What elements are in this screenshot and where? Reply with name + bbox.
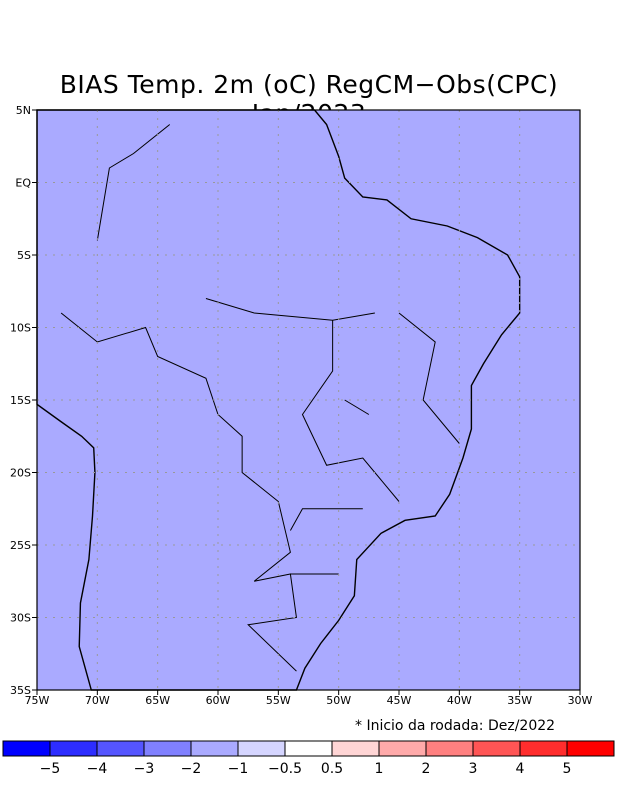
x-tick-label: 40W (447, 694, 472, 707)
colorbar-label: 2 (422, 761, 431, 777)
colorbar-label: −0.5 (268, 761, 302, 777)
colorbar-swatch (284, 740, 333, 757)
plot-frame (36, 109, 581, 691)
colorbar-swatch (143, 740, 192, 757)
y-tick-label: 5S (17, 249, 31, 262)
colorbar-label: 0.5 (321, 761, 343, 777)
political-border (205, 298, 375, 321)
colorbar-label: −2 (181, 761, 202, 777)
x-tick-label: 35W (507, 694, 532, 707)
colorbar-swatch (331, 740, 380, 757)
political-border (96, 124, 171, 241)
colorbar-label: −1 (228, 761, 249, 777)
colorbar-swatch (49, 740, 98, 757)
colorbar-label: 1 (375, 761, 384, 777)
x-tick-label: 60W (206, 694, 231, 707)
x-tick-label: 65W (145, 694, 170, 707)
y-tick-label: 35S (10, 684, 31, 697)
colorbar-label: −4 (87, 761, 108, 777)
y-tick-label: 25S (10, 539, 31, 552)
political-border (301, 320, 400, 502)
colorbar-swatch (96, 740, 145, 757)
colorbar-swatch (425, 740, 474, 757)
colorbar-label: 3 (469, 761, 478, 777)
colorbar-swatch (472, 740, 521, 757)
colorbar-label: 4 (516, 761, 525, 777)
x-tick-label: 55W (266, 694, 291, 707)
colorbar-label: 5 (563, 761, 572, 777)
coastline (36, 109, 521, 691)
colorbar-swatch (190, 740, 239, 757)
x-tick-label: 30W (568, 694, 593, 707)
y-tick-label: 20S (10, 467, 31, 480)
y-tick-label: 30S (10, 612, 31, 625)
bias-background (37, 110, 580, 690)
political-border (344, 399, 370, 415)
colorbar-swatch (378, 740, 427, 757)
colorbar-swatch (2, 740, 51, 757)
political-border (60, 312, 297, 672)
political-border (289, 508, 363, 531)
run-start-note: * Inicio da rodada: Dez/2022 (355, 718, 556, 734)
colorbar-label: −3 (134, 761, 155, 777)
colorbar-swatch (566, 740, 615, 757)
y-tick-label: 5N (16, 104, 31, 117)
x-tick-label: 75W (25, 694, 50, 707)
y-tick-label: EQ (15, 177, 31, 190)
x-tick-label: 70W (85, 694, 110, 707)
colorbar-swatch (237, 740, 286, 757)
y-tick-label: 10S (10, 322, 31, 335)
colorbar-label: −5 (40, 761, 61, 777)
y-tick-label: 15S (10, 394, 31, 407)
colorbar-swatch (519, 740, 568, 757)
x-tick-label: 50W (326, 694, 351, 707)
political-border (398, 312, 460, 444)
x-tick-label: 45W (387, 694, 412, 707)
